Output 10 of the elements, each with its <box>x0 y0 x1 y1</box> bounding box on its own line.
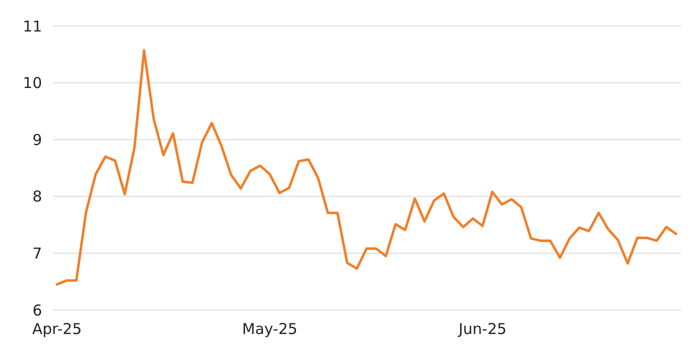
y-tick-label: 7 <box>32 244 42 262</box>
y-tick-label: 11 <box>22 17 42 36</box>
y-tick-label: 8 <box>32 188 42 206</box>
y-tick-label: 10 <box>22 74 42 92</box>
y-tick-label: 9 <box>32 130 42 149</box>
x-tick-label: May-25 <box>242 320 298 338</box>
y-tick-label: 6 <box>32 301 42 320</box>
x-tick-label: Jun-25 <box>458 320 507 338</box>
line-series <box>56 49 678 286</box>
x-tick-label: Apr-25 <box>32 320 82 338</box>
